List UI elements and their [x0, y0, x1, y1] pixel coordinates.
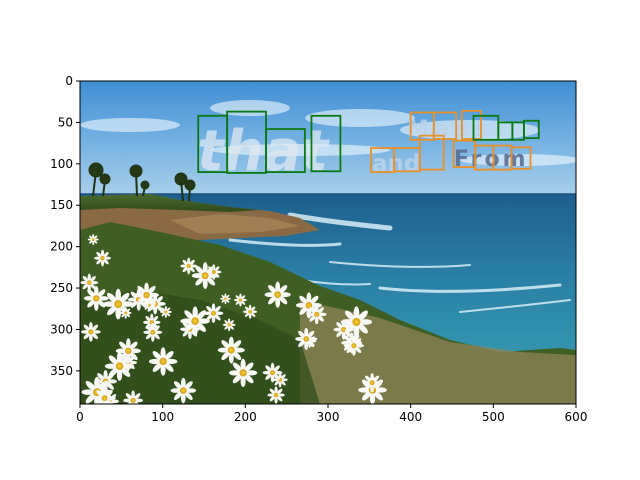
surf: [228, 212, 571, 313]
y-tick-label: 200: [50, 240, 73, 254]
x-tick-label: 600: [565, 410, 588, 424]
bounding-box-that-2: [265, 128, 306, 174]
daisies: [80, 234, 387, 404]
daisy: [362, 373, 382, 393]
daisy: [123, 390, 144, 404]
y-tick-label: 0: [65, 74, 73, 88]
daisy: [229, 358, 258, 387]
y-tick-label: 50: [58, 115, 73, 129]
daisy: [115, 338, 141, 364]
daisy: [159, 305, 172, 318]
daisy: [222, 318, 236, 332]
daisy: [143, 322, 163, 342]
y-axis: 0 50 100 150 200 250 300 350: [50, 74, 80, 378]
daisy: [203, 303, 224, 324]
y-tick-label: 350: [50, 364, 73, 378]
daisy: [83, 285, 109, 311]
daisy: [243, 304, 258, 319]
daisy: [220, 293, 231, 305]
x-tick-label: 0: [76, 410, 84, 424]
bounding-boxes: [197, 109, 540, 174]
daisy: [102, 288, 134, 320]
bounding-box-from-13: [510, 146, 532, 170]
overlay-word-that: that: [197, 119, 330, 184]
x-tick-label: 400: [399, 410, 422, 424]
clouds: [80, 100, 576, 166]
daisy: [80, 322, 101, 342]
daisy: [119, 307, 132, 319]
daisy: [217, 336, 245, 364]
bounding-box-mass-9: [461, 109, 482, 140]
daisy: [206, 264, 222, 280]
bounding-box-that-3: [310, 114, 342, 173]
daisy: [93, 387, 116, 404]
overlay-word-and: and: [372, 151, 420, 177]
y-tick-label: 250: [50, 281, 73, 295]
x-tick-label: 300: [317, 410, 340, 424]
x-axis: 0 100 200 300 400 500 600: [76, 404, 587, 424]
daisy: [264, 281, 291, 308]
daisy: [267, 386, 285, 404]
daisy: [306, 304, 327, 325]
bounding-box-mass-8: [432, 111, 458, 140]
bounding-box-and-6: [418, 134, 445, 171]
daisy: [343, 335, 364, 356]
y-tick-label: 100: [50, 157, 73, 171]
x-tick-label: 500: [482, 410, 505, 424]
x-tick-label: 100: [151, 410, 174, 424]
daisy: [94, 249, 111, 267]
y-tick-label: 150: [50, 198, 73, 212]
daisy: [104, 351, 135, 381]
daisy: [148, 347, 178, 376]
daisy: [170, 377, 197, 404]
daisy: [295, 327, 318, 351]
daisy: [134, 282, 159, 308]
x-tick-label: 200: [234, 410, 257, 424]
palm-trees: [88, 162, 196, 202]
y-tick-label: 300: [50, 322, 73, 336]
daisy: [80, 273, 99, 292]
coastal-photo: that and Mass From: [80, 81, 576, 404]
daisy: [340, 306, 373, 338]
daisy: [262, 362, 283, 383]
bounding-box-mass-17: [523, 119, 540, 140]
daisy: [233, 293, 247, 307]
daisy: [180, 257, 198, 275]
daisy: [180, 306, 210, 336]
daisy: [87, 234, 99, 246]
